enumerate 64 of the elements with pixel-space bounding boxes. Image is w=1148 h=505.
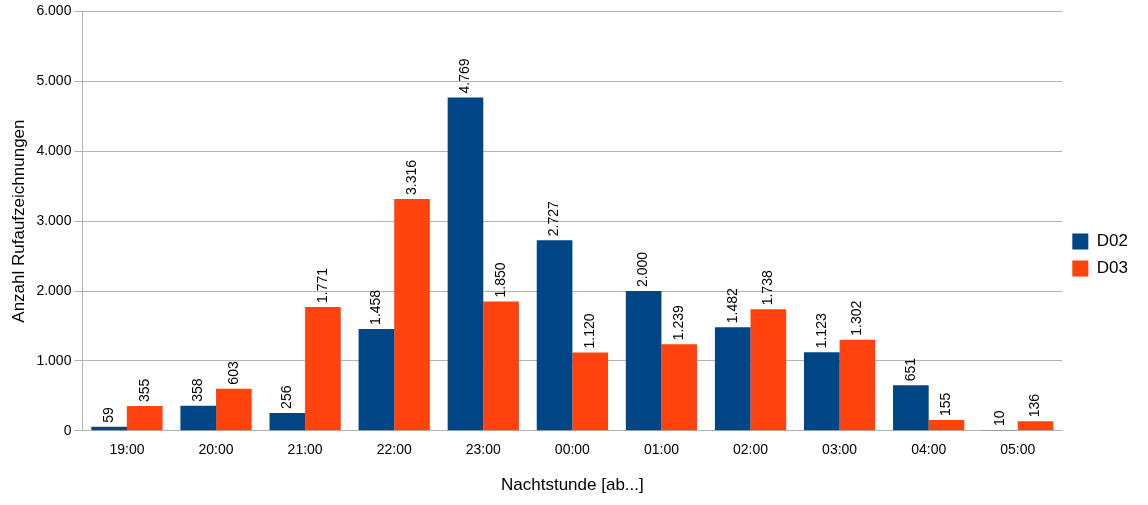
bar (1017, 421, 1054, 431)
x-tick-label: 21:00 (287, 441, 323, 458)
data-label: 256 (278, 385, 295, 409)
data-label: 603 (224, 361, 241, 385)
y-tick-label: 3.000 (36, 211, 72, 228)
bar (536, 240, 573, 431)
data-label: 155 (937, 392, 954, 416)
bar (447, 97, 484, 431)
x-tick-label: 22:00 (376, 441, 412, 458)
y-tick-label: 1.000 (36, 351, 72, 368)
data-label: 2.000 (634, 251, 651, 287)
bar (839, 339, 876, 431)
bar (394, 199, 430, 431)
bar (305, 307, 341, 431)
y-axis-title: Anzahl Rufaufzeichnungen (8, 119, 28, 323)
bar (572, 352, 609, 431)
data-label: 1.120 (581, 313, 598, 349)
x-tick-label: 01:00 (643, 441, 680, 458)
bar (216, 388, 252, 431)
data-label: 59 (100, 406, 117, 423)
data-label: 358 (189, 378, 206, 402)
data-label: 136 (1026, 393, 1043, 418)
bar (180, 405, 217, 431)
data-label: 2.727 (545, 200, 562, 237)
bar (893, 385, 929, 431)
data-label: 1.458 (367, 289, 384, 325)
x-tick-label: 02:00 (733, 441, 769, 458)
x-tick-label: 23:00 (465, 441, 502, 458)
data-label: 1.850 (491, 262, 508, 298)
data-label: 4.769 (456, 58, 473, 94)
x-tick-label: 04:00 (911, 441, 947, 458)
data-label: 1.482 (723, 287, 740, 324)
x-tick-label: 20:00 (198, 441, 234, 458)
bar (269, 412, 306, 431)
y-tick-label: 2.000 (36, 281, 72, 298)
data-label: 1.771 (313, 267, 330, 304)
y-tick-label: 6.000 (36, 2, 72, 19)
data-label: 1.302 (848, 300, 865, 336)
x-tick-label: 05:00 (1000, 441, 1036, 458)
data-label: 1.123 (812, 313, 829, 349)
x-tick-label: 03:00 (822, 441, 858, 458)
bar (483, 301, 519, 431)
data-label: 1.738 (759, 270, 776, 306)
data-label: 10 (990, 410, 1007, 427)
data-label: 651 (901, 357, 918, 382)
data-label: 3.316 (402, 159, 419, 196)
y-tick-label: 0 (63, 421, 72, 438)
y-tick-label: 5.000 (36, 72, 72, 89)
x-tick-label: 00:00 (554, 441, 591, 458)
bar (126, 405, 163, 431)
legend-label: D03 (1096, 258, 1128, 278)
bar (358, 328, 395, 431)
y-tick-label: 4.000 (36, 142, 72, 159)
bar (803, 352, 840, 431)
bar (750, 309, 787, 431)
x-axis-title: Nachtstunde [ab...] (501, 475, 644, 495)
data-label: 1.239 (670, 304, 687, 341)
data-label: 355 (135, 378, 152, 402)
legend-label: D02 (1096, 231, 1128, 251)
x-tick-label: 19:00 (109, 441, 145, 458)
bar (661, 344, 698, 431)
bar (625, 291, 662, 431)
bar (928, 419, 965, 431)
bar (714, 327, 751, 431)
